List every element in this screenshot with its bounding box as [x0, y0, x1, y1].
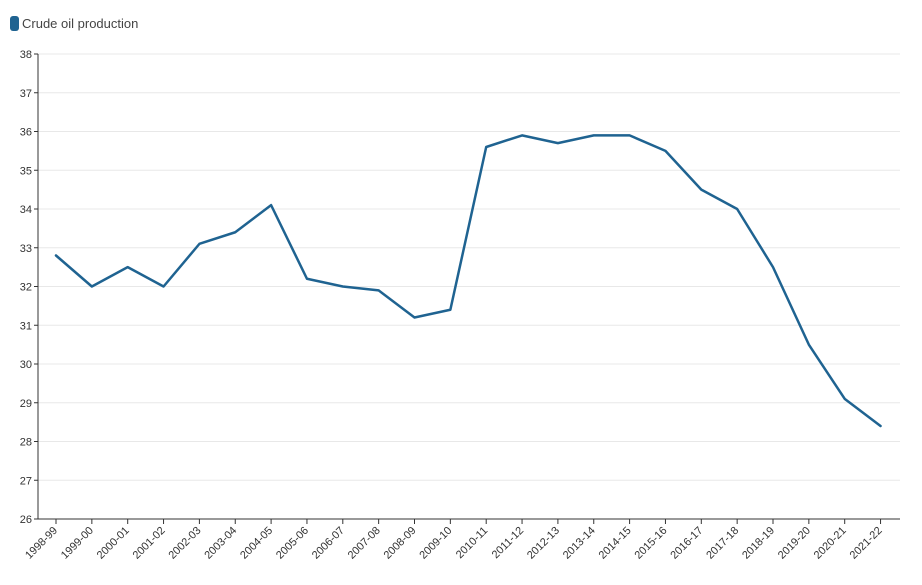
x-tick-label: 2019-20	[776, 525, 813, 562]
data-point[interactable]	[875, 420, 887, 432]
y-tick-label: 26	[20, 514, 32, 526]
data-point[interactable]	[695, 184, 707, 196]
y-tick-label: 37	[20, 88, 32, 100]
y-tick-label: 34	[20, 204, 32, 216]
legend-label: Crude oil production	[22, 16, 139, 31]
x-tick-label: 2003-04	[202, 525, 239, 562]
x-tick-label: 2008-09	[382, 525, 419, 562]
x-tick-label: 2001-02	[131, 525, 168, 562]
axes	[34, 53, 900, 524]
data-point[interactable]	[767, 261, 779, 273]
data-point[interactable]	[373, 284, 385, 296]
y-tick-label: 31	[20, 320, 32, 332]
y-tick-label: 35	[20, 165, 32, 177]
x-tick-label: 1999-00	[59, 525, 96, 562]
data-point[interactable]	[516, 129, 528, 141]
data-point[interactable]	[444, 304, 456, 316]
legend-swatch	[10, 16, 19, 31]
data-point[interactable]	[588, 129, 600, 141]
data-point[interactable]	[731, 203, 743, 215]
y-tick-label: 30	[20, 359, 32, 371]
data-point[interactable]	[229, 226, 241, 238]
data-point[interactable]	[624, 129, 636, 141]
x-tick-label: 2002-03	[166, 525, 203, 562]
x-tick-label: 2006-07	[310, 525, 347, 562]
x-tick-label: 2009-10	[417, 525, 454, 562]
data-point[interactable]	[839, 393, 851, 405]
y-tick-label: 29	[20, 398, 32, 410]
data-point[interactable]	[409, 312, 421, 324]
x-tick-label: 2020-21	[812, 525, 849, 562]
data-point[interactable]	[803, 339, 815, 351]
data-point[interactable]	[158, 281, 170, 293]
x-tick-label: 2012-13	[525, 525, 562, 562]
data-point[interactable]	[301, 273, 313, 285]
x-tick-label: 2013-14	[561, 525, 598, 562]
data-point[interactable]	[265, 199, 277, 211]
x-tick-label: 2021-22	[848, 525, 885, 562]
x-tick-label: 2015-16	[633, 525, 670, 562]
x-tick-label: 2011-12	[490, 525, 526, 561]
data-point[interactable]	[337, 281, 349, 293]
x-tick-label: 1998-99	[23, 525, 60, 562]
y-tick-label: 28	[20, 437, 32, 449]
data-point[interactable]	[50, 250, 62, 262]
x-tick-label: 2000-01	[95, 525, 132, 562]
x-tick-label: 2004-05	[238, 525, 275, 562]
y-tick-label: 36	[20, 127, 32, 139]
x-tick-label: 2005-06	[274, 525, 311, 562]
series-layer	[50, 129, 887, 432]
y-tick-label: 38	[20, 49, 32, 61]
data-point[interactable]	[552, 137, 564, 149]
data-point[interactable]	[659, 145, 671, 157]
y-tick-label: 32	[20, 282, 32, 294]
x-tick-label: 2016-17	[668, 525, 705, 562]
legend: Crude oil production	[10, 16, 138, 31]
x-tick-label: 2010-11	[454, 525, 490, 561]
data-point[interactable]	[480, 141, 492, 153]
x-tick-label: 2007-08	[346, 525, 383, 562]
series-line	[54, 134, 882, 428]
data-point[interactable]	[122, 261, 134, 273]
data-point[interactable]	[193, 238, 205, 250]
gridlines	[38, 53, 900, 481]
x-tick-label: 2018-19	[740, 525, 777, 562]
y-tick-label: 27	[20, 475, 32, 487]
y-tick-label: 33	[20, 243, 32, 255]
x-tick-label: 2014-15	[597, 525, 634, 562]
data-point[interactable]	[86, 281, 98, 293]
x-tick-label: 2017-18	[704, 525, 741, 562]
